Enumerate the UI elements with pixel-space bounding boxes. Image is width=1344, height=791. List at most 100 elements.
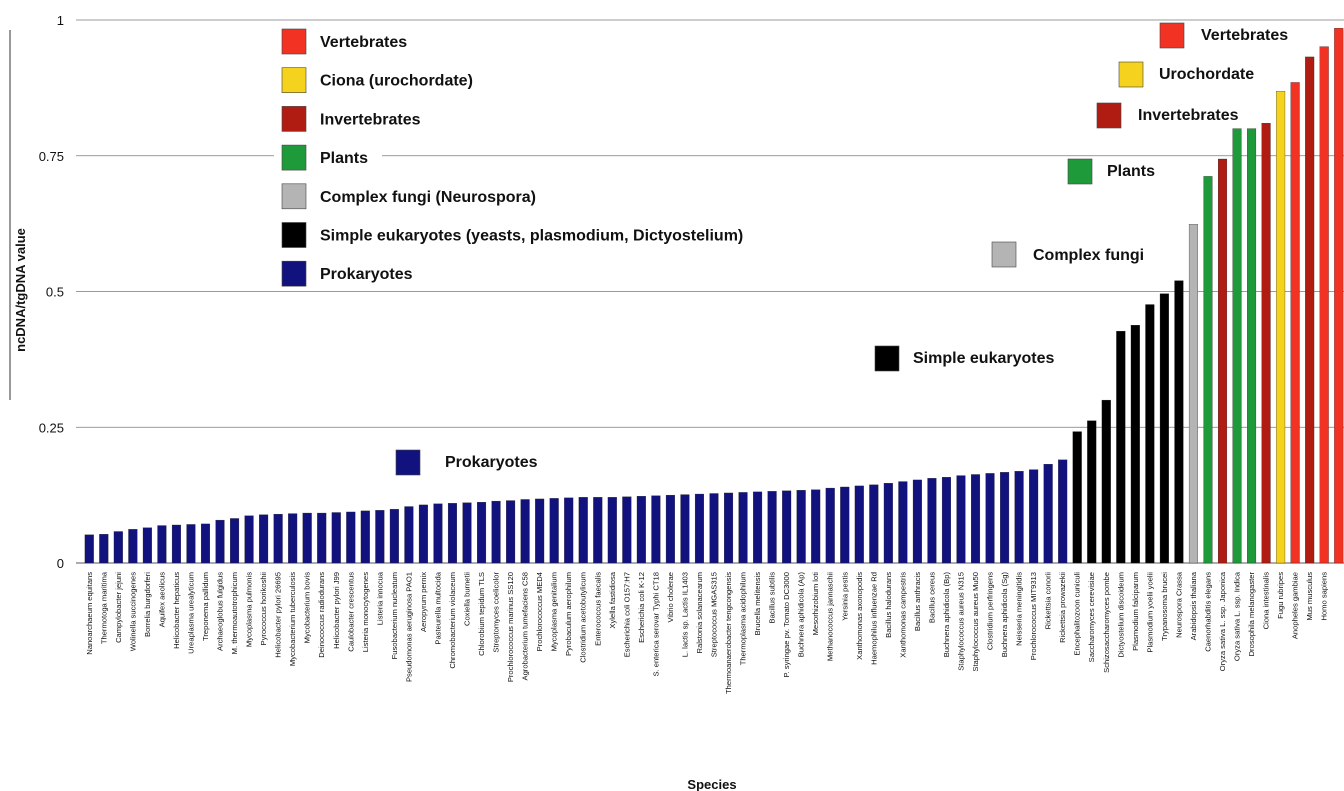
bar: [433, 503, 443, 564]
annotation-background: [1155, 62, 1259, 86]
x-tick-label: Clostridium acetobutylicum: [579, 572, 588, 663]
bar: [753, 491, 763, 564]
x-tick-label: Mycobacterium bovis: [303, 572, 312, 644]
x-tick-label: Escherichia coli O157:H7: [622, 572, 631, 657]
x-tick-label: Thermotoga maritima: [99, 571, 108, 644]
x-tick-label: Fusobacterium nucleatum: [390, 572, 399, 659]
legend-swatch: [281, 67, 307, 93]
bar: [1247, 128, 1257, 564]
bar: [956, 475, 966, 564]
x-tick-label: Enterococcus faecalis: [593, 572, 602, 646]
x-tick-label: Mycoplasma genitalium: [550, 572, 559, 651]
x-tick-label: Mycoplasma pulmonis: [245, 572, 254, 647]
bar: [607, 497, 617, 564]
x-tick-label: Fugu rubripes: [1276, 572, 1285, 619]
x-tick-label: Treponema pallidum: [201, 572, 210, 641]
legend-entry-background: [274, 180, 551, 213]
annotations: Vertebrates Urochordate Invertebrates Plant…: [395, 22, 1293, 476]
y-tick-label: 0.5: [46, 285, 64, 300]
x-tick-label: Arabidopsis thaliana: [1189, 571, 1198, 640]
x-tick-label: Chromobacterium violaceum: [448, 572, 457, 669]
bar: [854, 485, 864, 564]
bar: [549, 498, 559, 564]
legend-label: Vertebrates: [320, 34, 407, 51]
x-tick-label: Caenorhabditis elegans: [1203, 572, 1212, 652]
x-tick-label: Xylella fastidiosa: [608, 571, 617, 628]
x-tick-label: Helicobacter pylori 26695: [274, 572, 283, 658]
x-tick-label: Aeropyrum pernix: [419, 572, 428, 632]
x-tick-label: Mesorhizobium loti: [811, 572, 820, 636]
bar: [360, 510, 370, 564]
bar: [1174, 280, 1184, 564]
y-tick-label: 0: [57, 556, 64, 571]
x-tick-label: Haemophilus influenzae Rd: [869, 572, 878, 665]
bar: [477, 502, 487, 564]
x-tick-label: Ciona intestinalis: [1262, 572, 1271, 630]
bar: [709, 493, 719, 564]
x-tick-label: Yersinia pestis: [840, 572, 849, 621]
bar: [215, 519, 225, 564]
bar: [273, 513, 283, 564]
bar: [317, 512, 327, 564]
legend-label: Plants: [320, 150, 368, 167]
x-tick-label: Borrelia burgdorferi: [143, 572, 152, 637]
annotation-swatch: [1067, 158, 1093, 185]
annotation-label: Complex fungi: [1033, 247, 1144, 264]
x-tick-label: Methanococcus jannaschii: [826, 572, 835, 661]
x-tick-label: Chlorobium tepidum TLS: [477, 572, 486, 656]
bar: [1217, 158, 1228, 564]
x-tick-label: Plasmodium falciparum: [1131, 572, 1140, 651]
y-tick-labels: 0 0.25 0.5 0.75 1: [39, 13, 64, 571]
annotation-label: Simple eukaryotes: [913, 350, 1055, 367]
bar: [1261, 123, 1271, 564]
x-tick-label: Archaeoglobus fulgidus: [216, 572, 225, 651]
x-tick-label: Streptococcus MGAS315: [710, 572, 719, 657]
bar: [811, 489, 821, 564]
annotation-label: Vertebrates: [1201, 27, 1288, 44]
x-tick-label: Bacillus cereus: [927, 572, 936, 623]
bar: [447, 503, 457, 564]
bar: [1130, 325, 1140, 564]
x-tick-label: Coxiella burnetii: [463, 572, 472, 626]
annotation-label: Plants: [1107, 163, 1155, 180]
x-tick-label: Mus musculus: [1305, 572, 1314, 621]
bar: [1305, 56, 1315, 564]
x-tick-label: Buchnera aphidicola (Bp): [942, 572, 951, 658]
bar: [302, 512, 312, 564]
bar: [244, 515, 254, 564]
bar: [404, 506, 414, 564]
bar: [520, 499, 530, 564]
x-tick-label: Vibrio cholerae: [666, 572, 675, 623]
bar: [1000, 472, 1010, 564]
x-tick-label: Bacillus subtilis: [768, 572, 777, 624]
legend-label: Simple eukaryotes (yeasts, plasmodium, D…: [320, 228, 743, 245]
bar: [1101, 399, 1111, 564]
bar: [883, 483, 893, 564]
legend-swatch: [281, 183, 307, 210]
x-tick-label: Dictyostelium discoideum: [1116, 572, 1125, 658]
category-labels: Nanoarchaeum equitans Thermotoga maritima…: [85, 571, 1329, 694]
annotation-label: Prokaryotes: [445, 454, 538, 471]
legend-entry-background: [274, 219, 758, 252]
x-tick-label: Rickettsia prowazekii: [1058, 572, 1067, 643]
bar: [331, 512, 341, 564]
bar: [171, 524, 181, 564]
x-tick-label: Xanthomonas campestris: [898, 572, 907, 658]
legend-label: Prokaryotes: [320, 266, 413, 283]
annotation-background: [1029, 243, 1149, 267]
bar: [636, 496, 646, 564]
legend: Vertebrates Ciona (urochordate) Invertebra…: [274, 26, 758, 291]
bar: [186, 524, 196, 564]
x-tick-label: Homo sapiens: [1320, 572, 1329, 621]
bar: [506, 500, 516, 564]
x-tick-label: M. thermoautotrophicum: [230, 572, 239, 654]
bar: [593, 497, 603, 564]
legend-swatch: [281, 222, 307, 248]
bar: [491, 500, 501, 564]
x-tick-label: Streptomyces coelicolor: [492, 572, 501, 653]
x-tick-label: Nanoarchaeum equitans: [85, 572, 94, 655]
bar: [564, 497, 574, 564]
bar: [1087, 420, 1097, 564]
legend-swatch: [281, 144, 307, 171]
x-tick-label: Deinococcus radiodurans: [317, 572, 326, 658]
